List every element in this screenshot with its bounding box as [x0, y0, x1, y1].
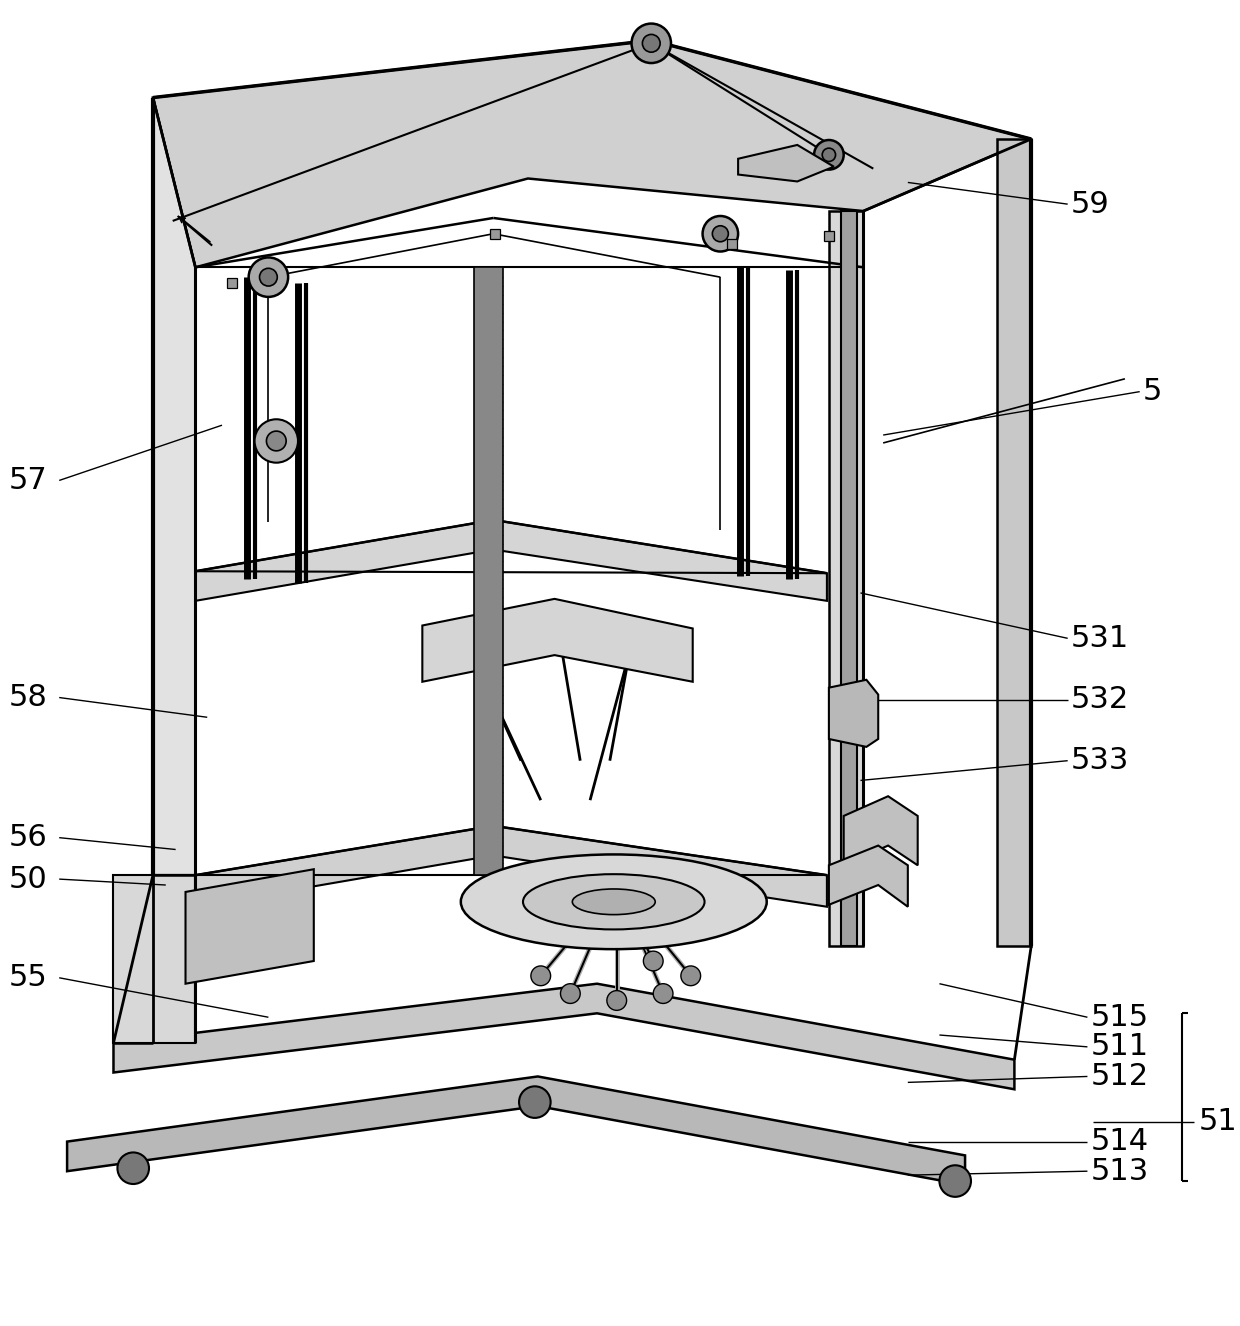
Text: 57: 57 [9, 465, 47, 495]
Polygon shape [114, 984, 1014, 1089]
Circle shape [267, 431, 286, 451]
Text: 532: 532 [1070, 686, 1128, 713]
Polygon shape [841, 211, 857, 947]
Text: 514: 514 [1090, 1127, 1148, 1156]
Circle shape [815, 141, 843, 170]
Polygon shape [153, 98, 196, 875]
Circle shape [631, 24, 671, 64]
Polygon shape [843, 796, 918, 866]
Text: 515: 515 [1090, 1002, 1148, 1032]
Bar [227, 278, 237, 288]
Polygon shape [67, 1077, 965, 1185]
Text: 50: 50 [9, 865, 47, 894]
Circle shape [681, 965, 701, 985]
Text: 55: 55 [9, 963, 47, 992]
Bar [491, 229, 500, 239]
Text: 51: 51 [1199, 1107, 1238, 1136]
Circle shape [531, 965, 551, 985]
Polygon shape [196, 826, 827, 907]
Text: 56: 56 [9, 823, 47, 853]
Circle shape [560, 984, 580, 1004]
Circle shape [822, 149, 836, 162]
Polygon shape [474, 268, 503, 875]
Circle shape [254, 419, 298, 463]
Text: 533: 533 [1070, 747, 1130, 776]
Polygon shape [828, 211, 863, 947]
Circle shape [644, 951, 663, 971]
Text: 511: 511 [1090, 1033, 1148, 1061]
Polygon shape [738, 145, 833, 182]
Circle shape [259, 268, 278, 286]
Circle shape [653, 984, 673, 1004]
Ellipse shape [461, 854, 766, 949]
Text: 58: 58 [9, 683, 47, 712]
Ellipse shape [523, 874, 704, 930]
Text: 513: 513 [1090, 1156, 1148, 1185]
Circle shape [703, 216, 738, 252]
Polygon shape [423, 599, 693, 682]
Polygon shape [196, 520, 827, 601]
Polygon shape [997, 139, 1032, 947]
Circle shape [940, 1166, 971, 1197]
Polygon shape [186, 870, 314, 984]
Circle shape [249, 257, 288, 297]
Circle shape [118, 1152, 149, 1184]
Bar [727, 239, 737, 248]
Polygon shape [114, 875, 196, 1044]
Ellipse shape [573, 888, 655, 915]
Circle shape [712, 225, 728, 241]
Circle shape [606, 991, 626, 1010]
Text: 512: 512 [1090, 1062, 1148, 1091]
Text: 5: 5 [1143, 377, 1162, 406]
Text: 59: 59 [1070, 190, 1110, 219]
Circle shape [642, 34, 660, 52]
Polygon shape [153, 40, 1032, 268]
Polygon shape [828, 680, 878, 747]
Polygon shape [828, 846, 908, 907]
Circle shape [520, 1086, 551, 1118]
Bar [823, 231, 833, 240]
Text: 531: 531 [1070, 623, 1128, 652]
